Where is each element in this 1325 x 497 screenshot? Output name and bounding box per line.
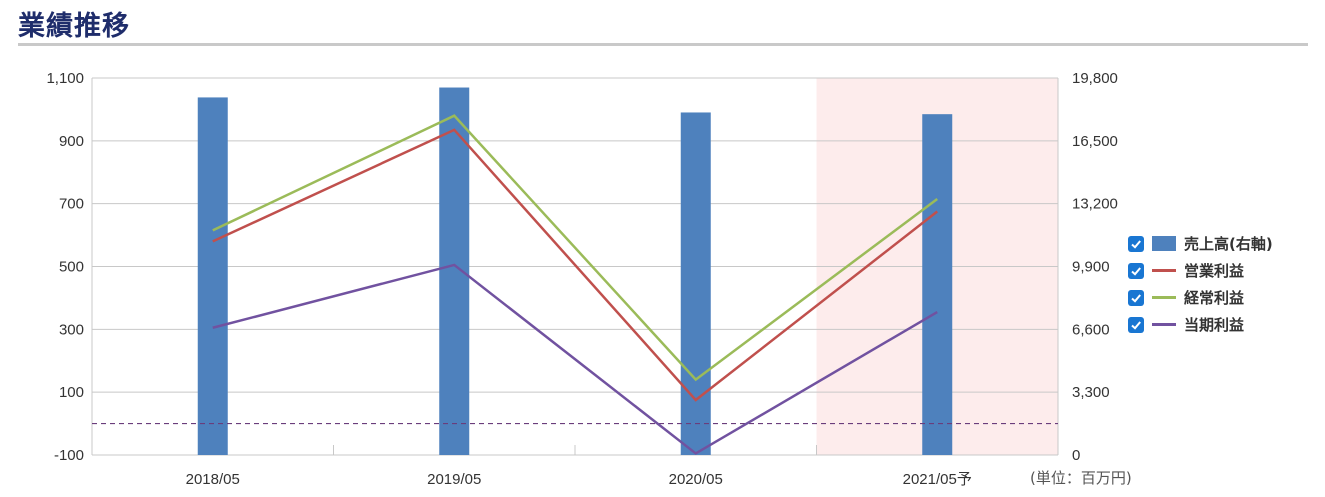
line-ordinary-profit bbox=[212, 114, 938, 382]
legend-label: 営業利益 bbox=[1184, 262, 1245, 280]
right-tick-label: 3,300 bbox=[1072, 384, 1110, 401]
legend-item[interactable]: 経常利益 bbox=[1128, 284, 1273, 311]
legend-item[interactable]: 営業利益 bbox=[1128, 257, 1273, 284]
line-net-profit bbox=[212, 263, 938, 455]
chart-legend: 売上高(右軸) 営業利益経常利益当期利益 bbox=[1128, 230, 1273, 338]
legend-label: 経常利益 bbox=[1184, 289, 1245, 307]
x-tick-label: 2021/05予 bbox=[903, 471, 972, 488]
left-tick-label: 700 bbox=[59, 196, 84, 213]
x-tick-label: 2019/05 bbox=[427, 471, 481, 488]
legend-label: 売上高(右軸) bbox=[1184, 235, 1273, 253]
line-operating-profit bbox=[212, 128, 939, 402]
legend-item[interactable]: 当期利益 bbox=[1128, 311, 1273, 338]
legend-checkbox[interactable] bbox=[1128, 289, 1144, 306]
right-tick-label: 19,800 bbox=[1072, 70, 1118, 87]
unit-label: (単位：百万円) bbox=[1030, 469, 1132, 487]
legend-label: 当期利益 bbox=[1184, 316, 1245, 334]
legend-checkbox[interactable] bbox=[1128, 316, 1144, 333]
left-tick-label: 500 bbox=[59, 259, 84, 276]
legend-item[interactable]: 売上高(右軸) bbox=[1128, 230, 1273, 257]
page-title: 業績推移 bbox=[18, 11, 130, 42]
right-tick-label: 13,200 bbox=[1072, 196, 1118, 213]
bar-sales bbox=[680, 112, 711, 455]
left-tick-label: 300 bbox=[59, 321, 84, 338]
bar-sales bbox=[197, 97, 228, 456]
legend-swatch bbox=[1152, 236, 1176, 251]
left-tick-label: 900 bbox=[59, 133, 84, 150]
right-tick-label: 16,500 bbox=[1072, 133, 1118, 150]
legend-swatch bbox=[1152, 269, 1176, 272]
left-tick-label: -100 bbox=[54, 447, 84, 464]
title-divider bbox=[18, 43, 1308, 46]
legend-checkbox[interactable] bbox=[1128, 262, 1144, 279]
right-tick-label: 6,600 bbox=[1072, 321, 1110, 338]
legend-checkbox[interactable] bbox=[1128, 235, 1144, 252]
bar-sales bbox=[922, 114, 953, 456]
x-tick-label: 2018/05 bbox=[186, 471, 240, 488]
right-tick-label: 0 bbox=[1072, 447, 1080, 464]
left-tick-label: 100 bbox=[59, 384, 84, 401]
legend-swatch bbox=[1152, 296, 1176, 299]
right-tick-label: 9,900 bbox=[1072, 259, 1110, 276]
legend-swatch bbox=[1152, 323, 1176, 326]
x-tick-label: 2020/05 bbox=[669, 471, 723, 488]
left-tick-label: 1,100 bbox=[46, 70, 84, 87]
